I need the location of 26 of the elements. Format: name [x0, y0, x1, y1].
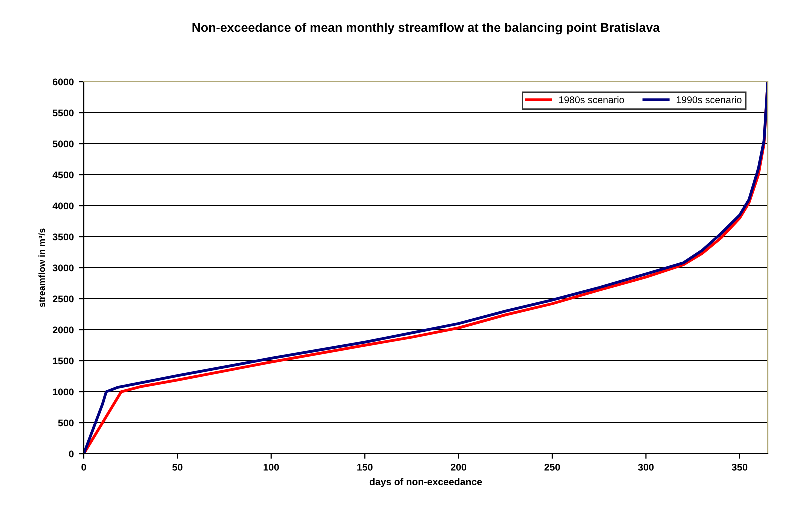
x-tick-label: 300	[638, 464, 654, 471]
y-tick-label: 1500	[53, 358, 74, 365]
y-tick-label: 3000	[52, 264, 74, 272]
y-tick-label: 5500	[52, 110, 74, 117]
y-tick-label: 3500	[52, 234, 74, 241]
x-tick-label: 100	[264, 464, 280, 471]
y-tick-label: 500	[58, 420, 74, 427]
legend-label: 1990s scenario	[676, 96, 742, 104]
x-tick-label: 0	[82, 464, 86, 471]
legend-label: 1980s scenario	[559, 96, 624, 104]
y-tick-label: 6000	[53, 78, 74, 86]
y-tick-label: 2500	[52, 296, 74, 303]
y-tick-label: 0	[69, 450, 74, 458]
x-axis-title: days of non-exceedance	[370, 478, 482, 488]
x-tick-label: 150	[358, 464, 373, 471]
y-tick-label: 4000	[52, 202, 74, 210]
y-axis-title: streamflow in m³/s	[38, 228, 46, 308]
y-tick-label: 5000	[52, 140, 74, 148]
y-tick-label: 4500	[52, 172, 74, 179]
chart-title: Non-exceedance of mean monthly streamflow at the balancing point Bratislava	[192, 22, 660, 35]
x-tick-label: 200	[451, 464, 467, 471]
x-tick-label: 50	[172, 464, 183, 471]
y-tick-label: 2000	[52, 326, 74, 334]
y-tick-label: 1000	[53, 388, 74, 396]
x-tick-label: 250	[544, 464, 560, 471]
x-tick-label: 350	[732, 464, 748, 471]
